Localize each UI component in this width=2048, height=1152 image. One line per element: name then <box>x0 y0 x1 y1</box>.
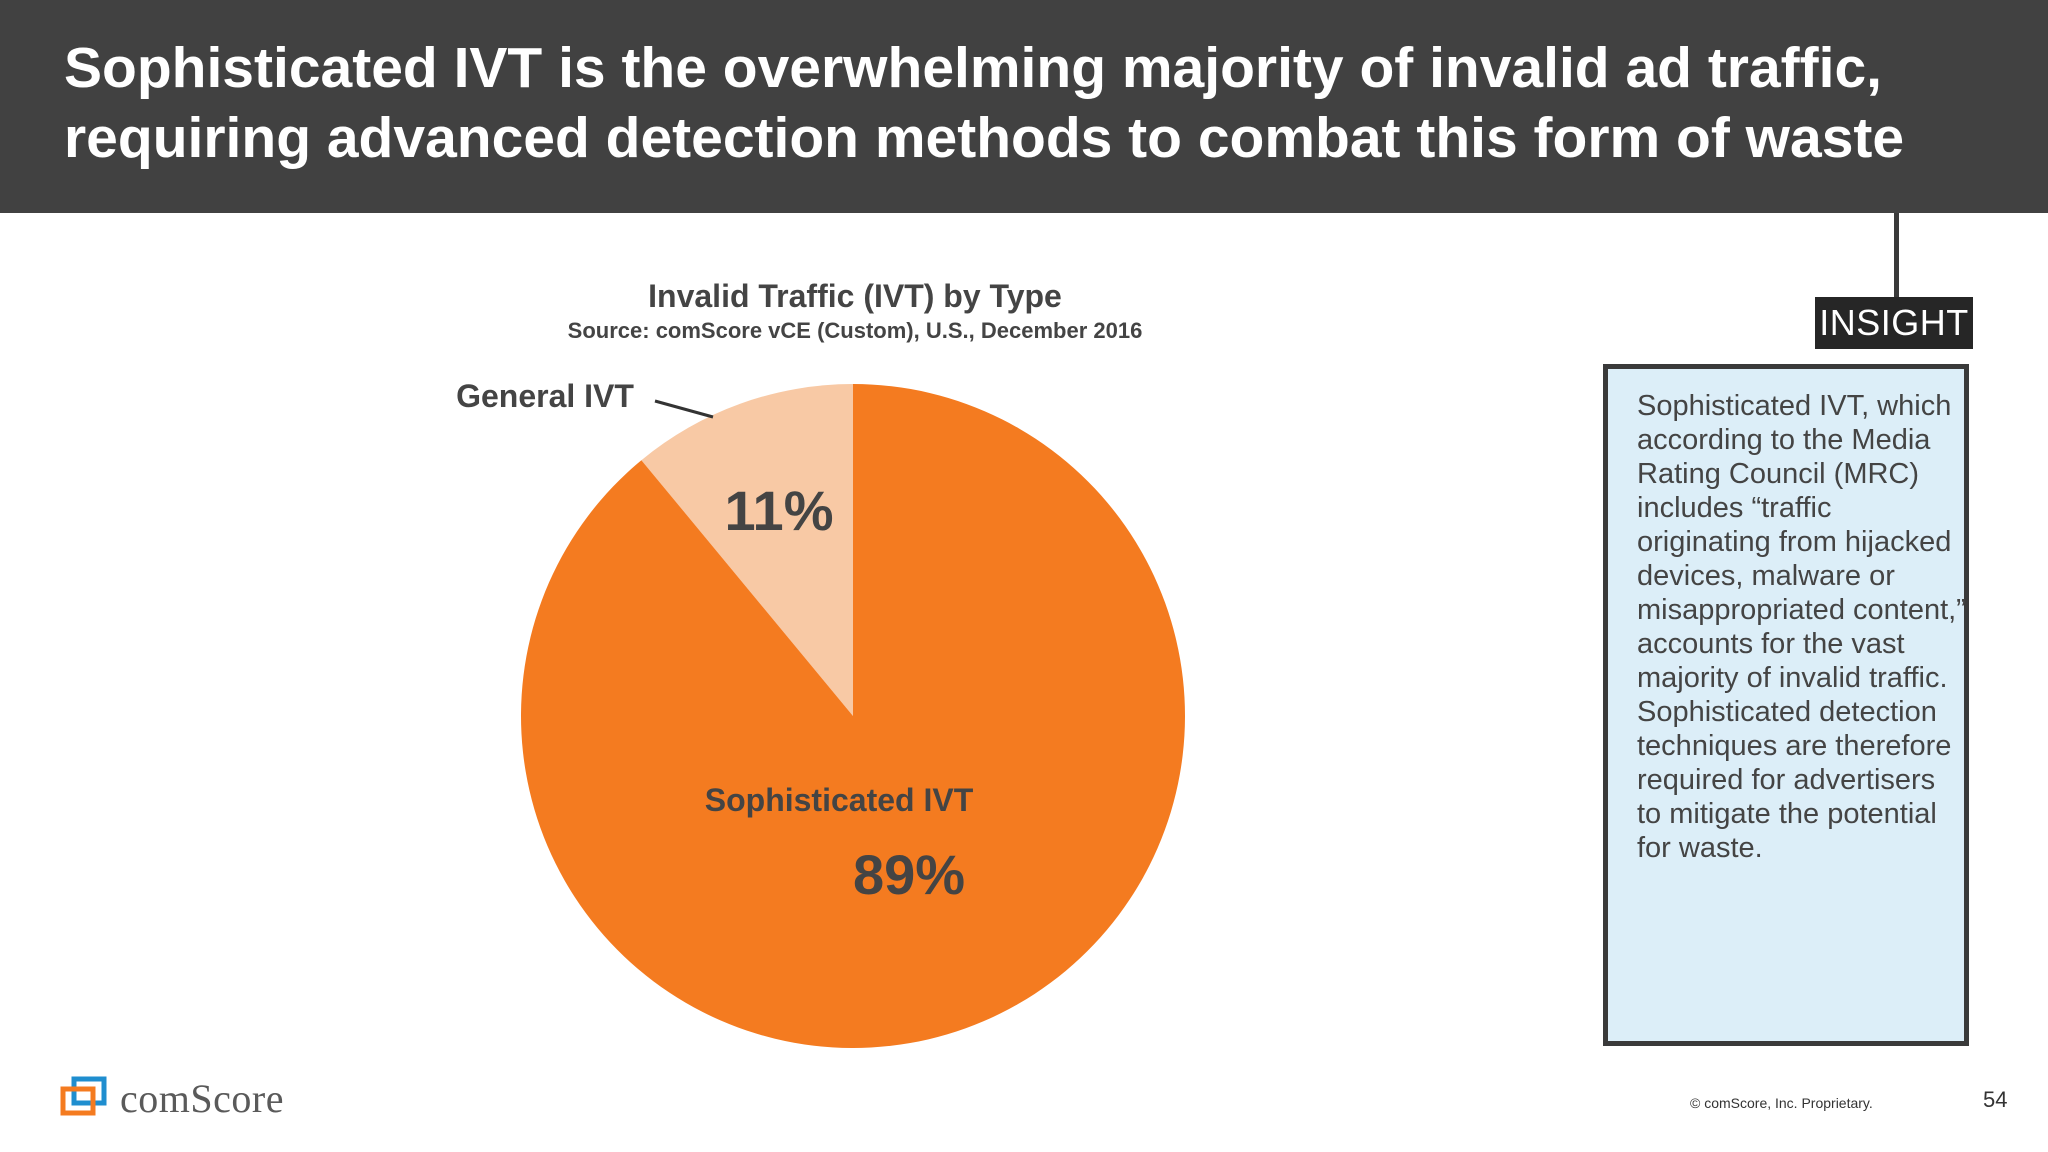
insight-tag: INSIGHT <box>1815 297 1973 349</box>
header-bar: Sophisticated IVT is the overwhelming ma… <box>0 0 2048 213</box>
page-number: 54 <box>1983 1087 2008 1112</box>
page-title: Sophisticated IVT is the overwhelming ma… <box>64 33 2024 173</box>
general-ivt-leader-line <box>654 399 714 419</box>
chart-source: Source: comScore vCE (Custom), U.S., Dec… <box>567 318 1143 343</box>
pie-slice-general-ivt <box>641 384 853 716</box>
footer-copyright: © comScore, Inc. Proprietary. <box>1690 1095 1873 1111</box>
chart-title: Invalid Traffic (IVT) by Type <box>648 278 1062 314</box>
comscore-logo-icon <box>60 1076 107 1116</box>
slice-label-sophisticated-ivt: Sophisticated IVT <box>705 782 974 818</box>
page-title-line-2: requiring advanced detection methods to … <box>64 106 1905 170</box>
insight-connector-line <box>1894 213 1899 297</box>
insight-box: Sophisticated IVT, which according to th… <box>1603 364 1969 1046</box>
page-title-line-1: Sophisticated IVT is the overwhelming ma… <box>64 36 1883 100</box>
insight-text: Sophisticated IVT, which according to th… <box>1637 390 1966 864</box>
comscore-logo-text: comScore <box>120 1076 284 1121</box>
pie-slice-sophisticated-ivt <box>521 384 1186 1048</box>
slice-label-general-ivt: General IVT <box>456 378 634 414</box>
slice-value-general-ivt: 11% <box>725 479 834 542</box>
slice-value-sophisticated-ivt: 89% <box>853 843 965 906</box>
